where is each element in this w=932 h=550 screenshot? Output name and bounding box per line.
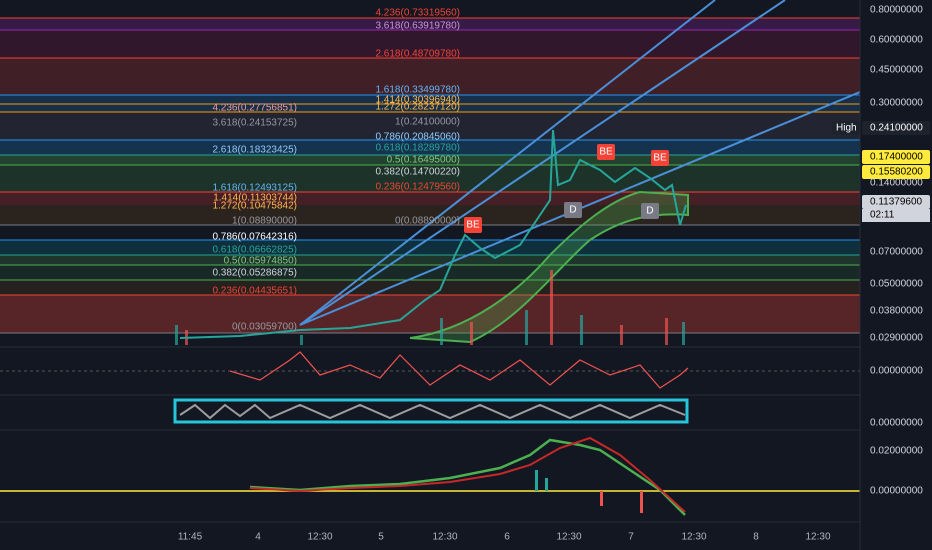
fib-label: 4.236(0.73319560) — [375, 8, 460, 19]
price-box — [862, 195, 930, 209]
band-line — [179, 403, 686, 420]
fib-label: 0.236(0.04435651) — [212, 286, 297, 297]
countdown-box — [862, 209, 930, 222]
price-label: 0.00000000 — [870, 366, 923, 377]
price-box — [862, 165, 930, 179]
signal-badge — [597, 144, 615, 160]
high-label: High — [836, 123, 857, 134]
signal-badge — [564, 202, 582, 218]
fib-label: 1.272(0.10475842) — [212, 201, 297, 212]
time-label: 12:30 — [556, 532, 581, 543]
fib-label: 1.618(0.12493125) — [212, 183, 297, 194]
fib-label: 0.382(0.14700220) — [375, 167, 460, 178]
fib-label: 4.236(0.27756851) — [212, 103, 297, 114]
fib-label: 3.618(0.63919780) — [375, 21, 460, 32]
price-label: 0.05000000 — [870, 279, 923, 290]
signal-text: BE — [599, 147, 613, 158]
price-label: 0.02000000 — [870, 446, 923, 457]
fib-label: 1(0.24100000) — [395, 117, 460, 128]
macd-histogram — [535, 470, 643, 513]
fib-label: 1.618(0.33499780) — [375, 85, 460, 96]
price-label: 0.24100000 — [870, 123, 923, 134]
band-panel — [173, 398, 689, 424]
time-label: 6 — [504, 532, 510, 543]
fib-label: 0.382(0.05286875) — [212, 268, 297, 279]
fib-label: 1(0.08890000) — [232, 216, 297, 227]
time-label: 11:45 — [178, 532, 203, 543]
time-label: 12:30 — [805, 532, 830, 543]
oscillator — [229, 351, 689, 389]
fib-label: 3.618(0.24153725) — [212, 118, 297, 129]
signal-badge — [464, 217, 482, 233]
signal-badge — [641, 203, 659, 219]
price-label: 0.02900000 — [870, 333, 923, 344]
fib-label: 0.786(0.07642316) — [212, 232, 297, 243]
signal-text: BE — [653, 153, 667, 164]
fib-label: 1.272(0.28237120) — [375, 102, 460, 113]
fib-lines — [0, 17, 860, 334]
time-label: 12:30 — [432, 532, 457, 543]
price-label: 0.45000000 — [870, 65, 923, 76]
price-label: 0.30000000 — [870, 98, 923, 109]
time-label: 7 — [628, 532, 634, 543]
price-label: 0.17400000 — [870, 152, 923, 163]
fib-label: 0.5(0.05974850) — [224, 256, 297, 267]
price-box — [862, 121, 930, 135]
price-label: 0.00000000 — [870, 418, 923, 429]
price-box — [862, 150, 930, 164]
time-label: 4 — [255, 532, 261, 543]
fib-label: 0.236(0.12479560) — [375, 182, 460, 193]
price-label: 0.11379600 — [870, 197, 923, 208]
fib-label: 0.618(0.18289780) — [375, 143, 460, 154]
time-label: 8 — [753, 532, 759, 543]
fib-label: 1.414(0.11303744) — [213, 193, 297, 204]
signal-text: BE — [466, 220, 480, 231]
high-box — [832, 121, 860, 135]
fib-label: 0.5(0.16495000) — [387, 155, 460, 166]
signal-line — [249, 436, 686, 513]
fib-label: 2.618(0.48709780) — [375, 49, 460, 60]
time-label: 12:30 — [681, 532, 706, 543]
macd-line — [249, 438, 686, 516]
price-label: 0.14000000 — [870, 178, 923, 189]
signal-text: D — [569, 205, 576, 216]
fib-label: 2.618(0.18323425) — [212, 145, 297, 156]
fib-label: 1.414(0.30396940) — [375, 95, 460, 106]
price-label: 0.15580200 — [870, 167, 923, 178]
time-label: 5 — [378, 532, 384, 543]
signal-text: D — [646, 206, 653, 217]
price-label: 0.03800000 — [870, 306, 923, 317]
price-label: 0.07000000 — [870, 247, 923, 258]
fib-label: 0.786(0.20845060) — [375, 132, 460, 143]
price-label: 0.60000000 — [870, 35, 923, 46]
price-line — [179, 129, 687, 339]
price-label: 0.80000000 — [870, 5, 923, 16]
fib-label: 0(0.03059700) — [232, 322, 297, 333]
countdown: 02:11 — [870, 210, 895, 221]
price-label: 0.00000000 — [870, 486, 923, 497]
fib-label: 0.618(0.06662825) — [212, 245, 297, 256]
signal-badge — [651, 150, 669, 166]
time-label: 12:30 — [307, 532, 332, 543]
fib-label: 0(0.08890000) — [395, 216, 460, 227]
